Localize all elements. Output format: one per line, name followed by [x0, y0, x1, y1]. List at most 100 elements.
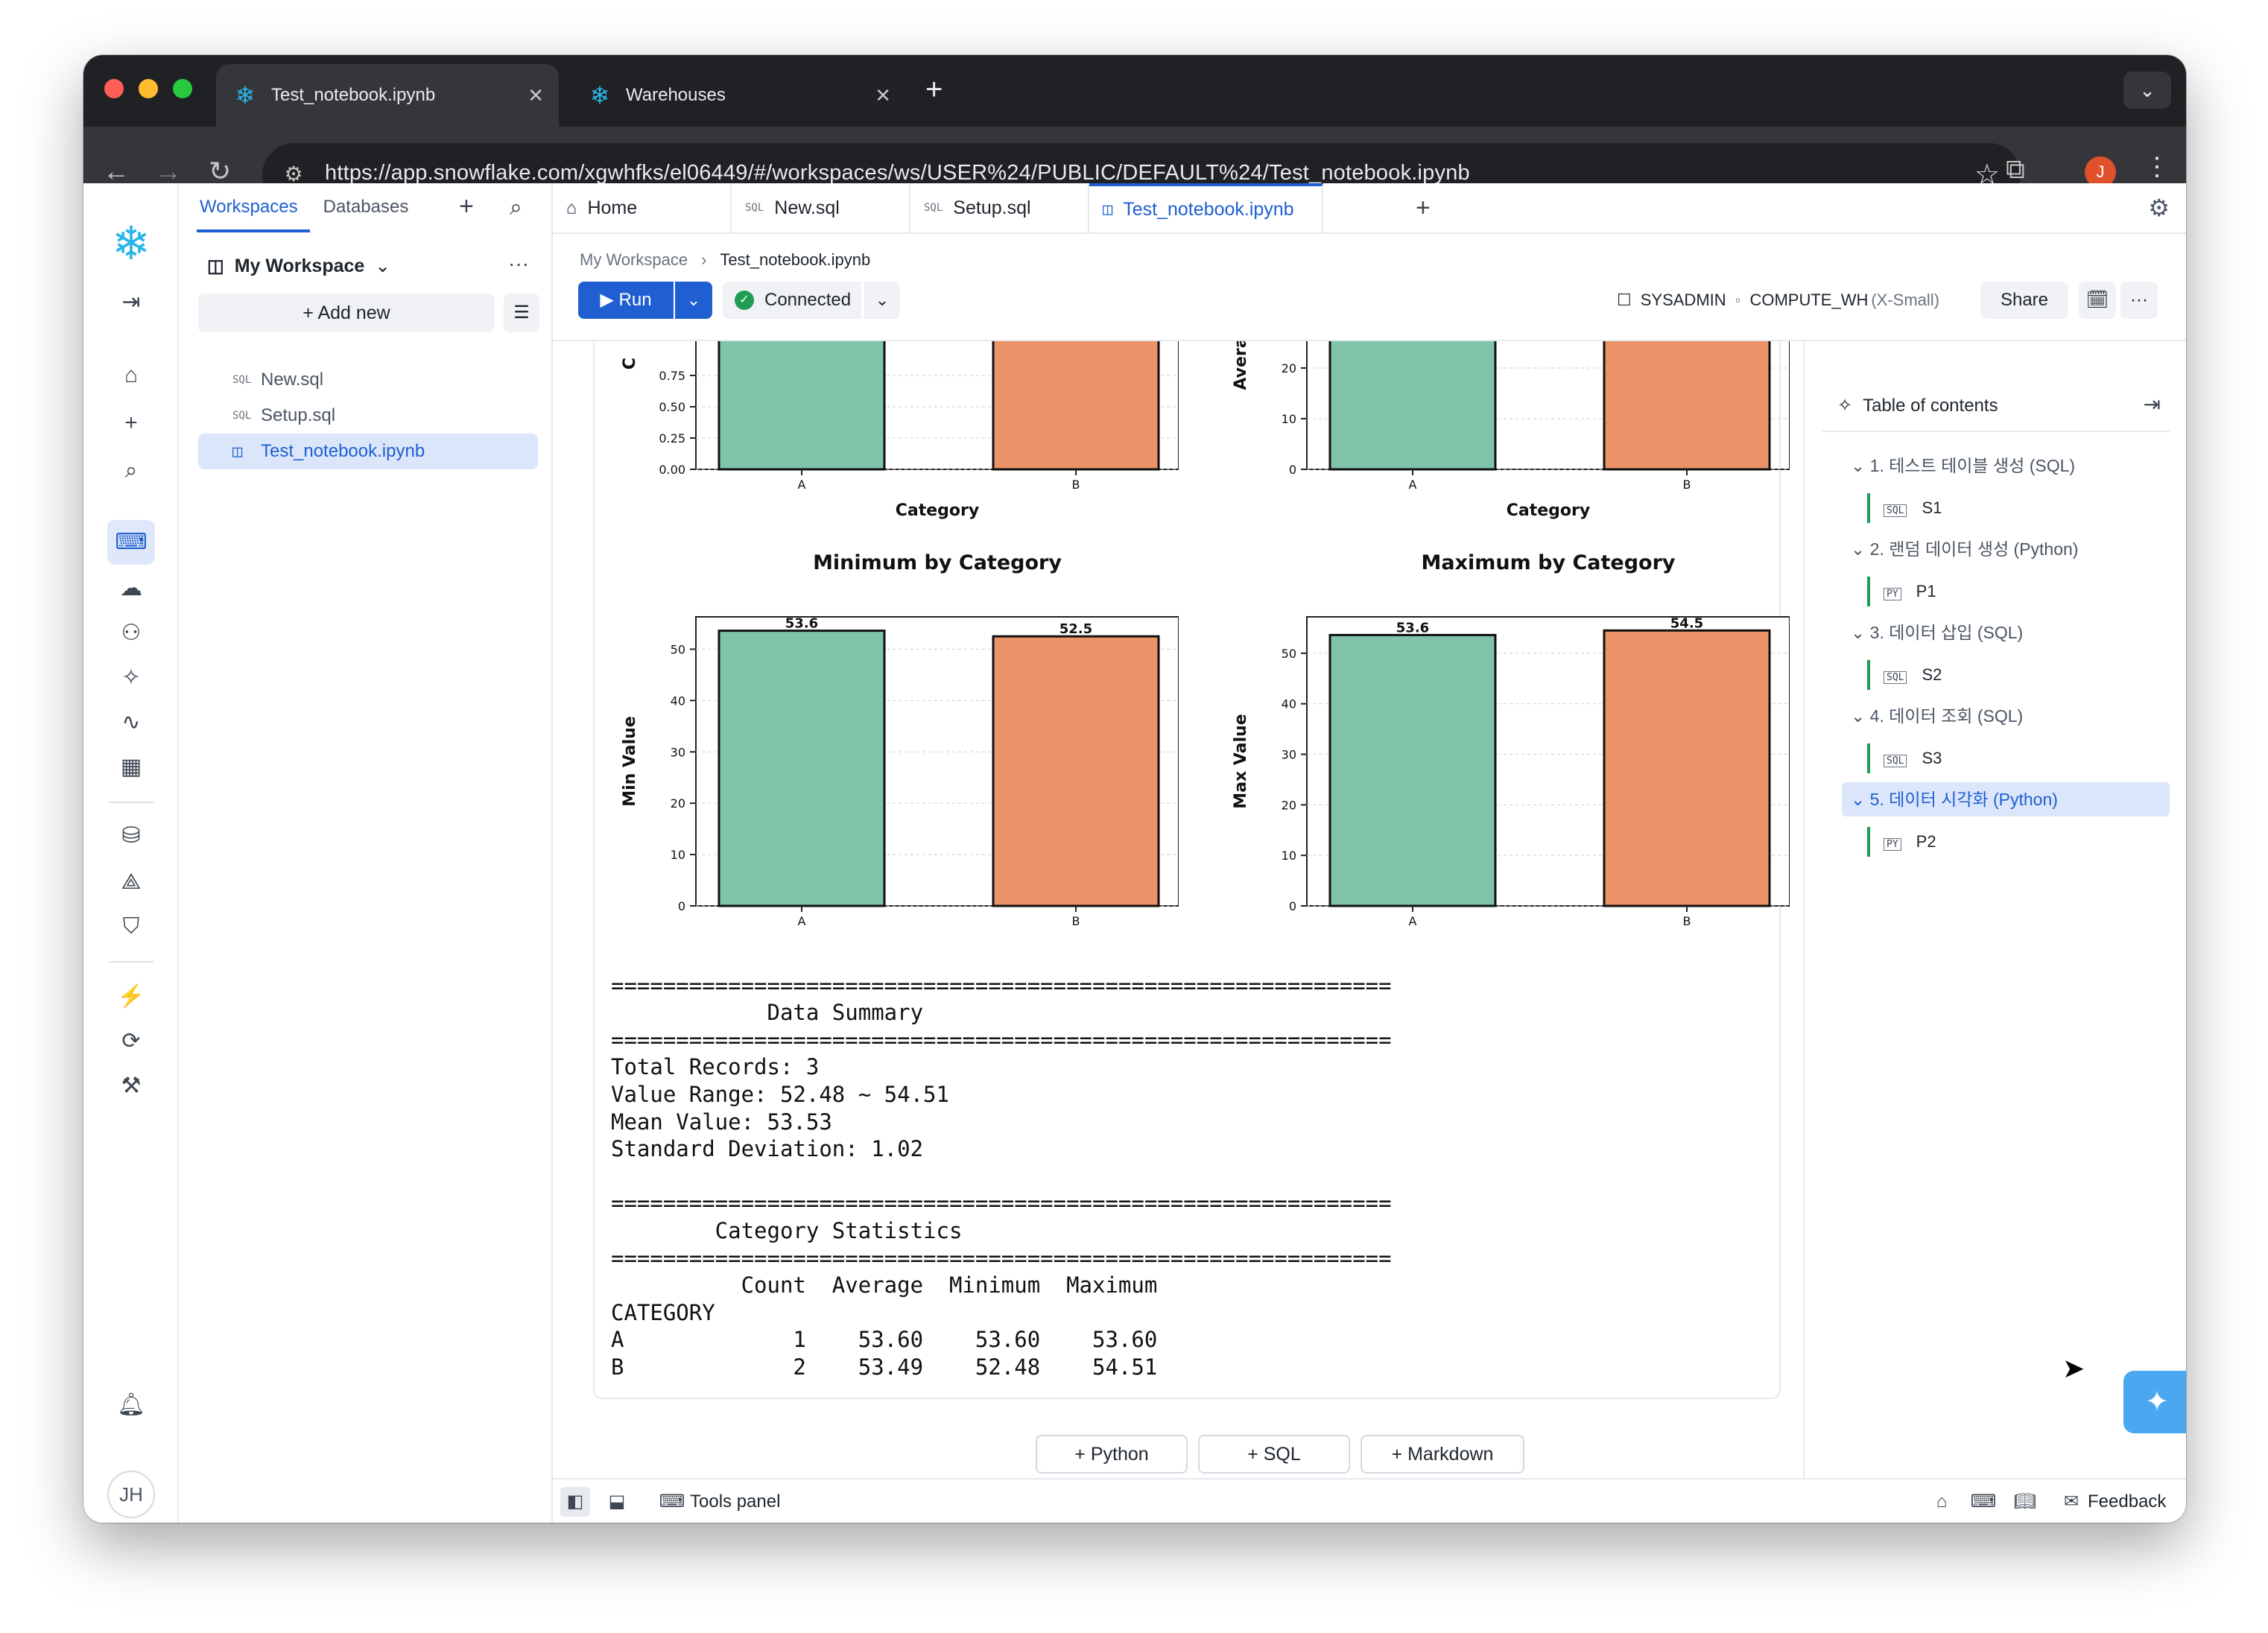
- toc-section-3[interactable]: ⌄ 3. 데이터 삽입 (SQL): [1851, 623, 2024, 642]
- browser-menu-icon[interactable]: ⋮: [2144, 153, 2170, 181]
- new-editor-tab-button[interactable]: +: [1416, 194, 1431, 222]
- tab-search-button[interactable]: ⌄: [2123, 72, 2171, 109]
- collaboration-icon[interactable]: ⟁: [121, 869, 142, 894]
- new-tab-button[interactable]: +: [925, 73, 943, 106]
- chevron-down-icon: ⌄: [1851, 790, 1870, 809]
- close-tab-icon[interactable]: ✕: [875, 83, 891, 107]
- tab-home[interactable]: ⌂ Home: [553, 183, 732, 232]
- sort-files-button[interactable]: ☰: [504, 294, 539, 332]
- bottom-panel-icon[interactable]: ⬓: [608, 1491, 626, 1512]
- cell-text-output: ========================================…: [611, 945, 1392, 1381]
- workspace-sidebar: Workspaces Databases + ⌕ ◫ My Workspace …: [179, 183, 553, 1523]
- minimize-window-button[interactable]: [139, 79, 158, 98]
- home-icon[interactable]: ⌂: [1936, 1491, 1948, 1512]
- settings-gear-icon[interactable]: ⚙: [2148, 194, 2170, 221]
- tab-new-sql[interactable]: SQL New.sql: [732, 183, 910, 232]
- forward-icon[interactable]: →: [155, 156, 182, 186]
- x-axis-label: Category: [1507, 501, 1590, 520]
- toc-section-1[interactable]: ⌄ 1. 테스트 테이블 생성 (SQL): [1851, 456, 2076, 475]
- toc-section-4[interactable]: ⌄ 4. 데이터 조회 (SQL): [1851, 706, 2024, 726]
- terminal-icon[interactable]: ⌨: [659, 1491, 685, 1512]
- governance-shield-icon[interactable]: ⛉: [122, 914, 140, 939]
- ai-ml-icon[interactable]: ✧: [121, 665, 141, 690]
- compute-bolt-icon[interactable]: ⚡: [117, 984, 145, 1009]
- back-icon[interactable]: ←: [103, 156, 130, 186]
- rule-line: ========================================…: [611, 1027, 1392, 1053]
- database-icon[interactable]: ⛁: [121, 823, 141, 848]
- stats-title: Category Statistics: [611, 1217, 963, 1243]
- search-icon[interactable]: ⌕: [510, 195, 522, 220]
- file-item-test-notebook[interactable]: ◫ Test_notebook.ipynb: [198, 434, 538, 469]
- feedback-button[interactable]: Feedback: [2088, 1491, 2167, 1512]
- toc-cell-s3[interactable]: SQL S3: [1867, 743, 1942, 773]
- connection-dropdown[interactable]: ⌄: [864, 282, 900, 319]
- file-item-setup-sql[interactable]: SQL Setup.sql: [232, 405, 336, 425]
- y-tick-label: 0: [1289, 899, 1296, 913]
- create-icon[interactable]: +: [124, 410, 138, 435]
- user-avatar[interactable]: JH: [107, 1471, 155, 1518]
- docs-book-icon[interactable]: 📖︎: [2013, 1491, 2037, 1512]
- toc-section-5[interactable]: ⌄ 5. 데이터 시각화 (Python): [1842, 782, 2170, 816]
- schedule-icon[interactable]: 🗓︎: [2079, 282, 2116, 319]
- share-button[interactable]: Share: [1980, 282, 2068, 319]
- collapse-panel-icon[interactable]: ⇥: [2143, 393, 2161, 416]
- tools-panel-toggle[interactable]: Tools panel: [690, 1491, 781, 1512]
- sidebar-layout-icon[interactable]: ◧: [560, 1487, 590, 1517]
- projects-icon[interactable]: ⌨: [107, 520, 155, 565]
- extensions-icon[interactable]: ⧉: [2006, 153, 2025, 184]
- data-sharing-icon[interactable]: ⟳: [121, 1029, 141, 1053]
- sidebar-tabs: Workspaces Databases: [197, 183, 420, 232]
- add-sql-cell-button[interactable]: + SQL: [1198, 1435, 1350, 1474]
- add-new-button[interactable]: + Add new: [198, 294, 495, 332]
- search-icon[interactable]: ⌕: [124, 458, 138, 483]
- tab-workspaces[interactable]: Workspaces: [197, 183, 310, 232]
- copilot-sparkle-button[interactable]: ✦: [2123, 1371, 2186, 1433]
- chevron-down-icon: ⌄: [1851, 706, 1870, 726]
- add-python-cell-button[interactable]: + Python: [1036, 1435, 1188, 1474]
- sparkle-icon: ✧: [1837, 396, 1853, 416]
- add-markdown-cell-button[interactable]: + Markdown: [1361, 1435, 1524, 1474]
- keyboard-icon[interactable]: ⌨: [1970, 1491, 1997, 1512]
- more-options-icon[interactable]: ···: [2120, 282, 2158, 319]
- workspace-more-icon[interactable]: ···: [508, 252, 529, 275]
- close-window-button[interactable]: [104, 79, 124, 98]
- admin-icon[interactable]: ⚒: [121, 1074, 142, 1098]
- browser-tab-warehouses[interactable]: ❄ Warehouses ✕: [589, 82, 891, 109]
- toc-section-2[interactable]: ⌄ 2. 랜덤 데이터 생성 (Python): [1851, 539, 2079, 559]
- y-tick-label: 0.50: [659, 400, 685, 414]
- toc-cell-p1[interactable]: PY P1: [1867, 577, 1936, 606]
- maximize-window-button[interactable]: [173, 79, 192, 98]
- bar: [1603, 341, 1771, 471]
- tab-test-notebook[interactable]: ◫ Test_notebook.ipynb: [1089, 183, 1323, 232]
- run-button[interactable]: ▶ Run: [578, 282, 674, 319]
- browser-tab-notebook[interactable]: ❄ Test_notebook.ipynb ✕: [216, 64, 559, 127]
- connection-status-button[interactable]: ✓ Connected: [723, 282, 861, 319]
- notifications-bell-icon[interactable]: 🔔︎: [116, 1392, 146, 1417]
- expand-sidebar-icon[interactable]: ⇥: [121, 290, 141, 314]
- close-tab-icon[interactable]: ✕: [528, 83, 544, 107]
- marketplace-icon[interactable]: ▦: [120, 755, 142, 779]
- run-options-dropdown[interactable]: ⌄: [675, 282, 712, 319]
- home-icon[interactable]: ⌂: [124, 363, 139, 387]
- reload-icon[interactable]: ↻: [209, 156, 232, 186]
- summary-title: Data Summary: [611, 1000, 924, 1026]
- ingestion-icon[interactable]: ☁: [120, 576, 142, 600]
- file-item-new-sql[interactable]: SQL New.sql: [232, 370, 324, 390]
- tab-databases[interactable]: Databases: [323, 197, 409, 217]
- transformation-icon[interactable]: ⚇: [121, 621, 142, 645]
- site-info-icon[interactable]: ⚙: [284, 162, 303, 186]
- add-icon[interactable]: +: [459, 192, 474, 221]
- profile-avatar[interactable]: J: [2085, 156, 2116, 188]
- x-axis-label: Category: [896, 501, 979, 520]
- workspace-selector[interactable]: ◫ My Workspace ⌄: [207, 255, 391, 277]
- monitoring-icon[interactable]: ∿: [121, 710, 141, 735]
- x-tick-label: B: [1683, 914, 1691, 928]
- breadcrumb-workspace[interactable]: My Workspace: [580, 250, 688, 269]
- snowflake-logo-icon[interactable]: ❄: [112, 218, 151, 270]
- tab-setup-sql[interactable]: SQL Setup.sql: [910, 183, 1089, 232]
- feedback-icon[interactable]: ✉: [2063, 1491, 2079, 1512]
- toc-cell-s2[interactable]: SQL S2: [1867, 660, 1942, 690]
- toc-cell-p2[interactable]: PY P2: [1867, 827, 1936, 857]
- session-context[interactable]: ☐ SYSADMIN ◦ COMPUTE_WH (X-Small): [1617, 291, 1940, 309]
- toc-cell-s1[interactable]: SQL S1: [1867, 493, 1942, 523]
